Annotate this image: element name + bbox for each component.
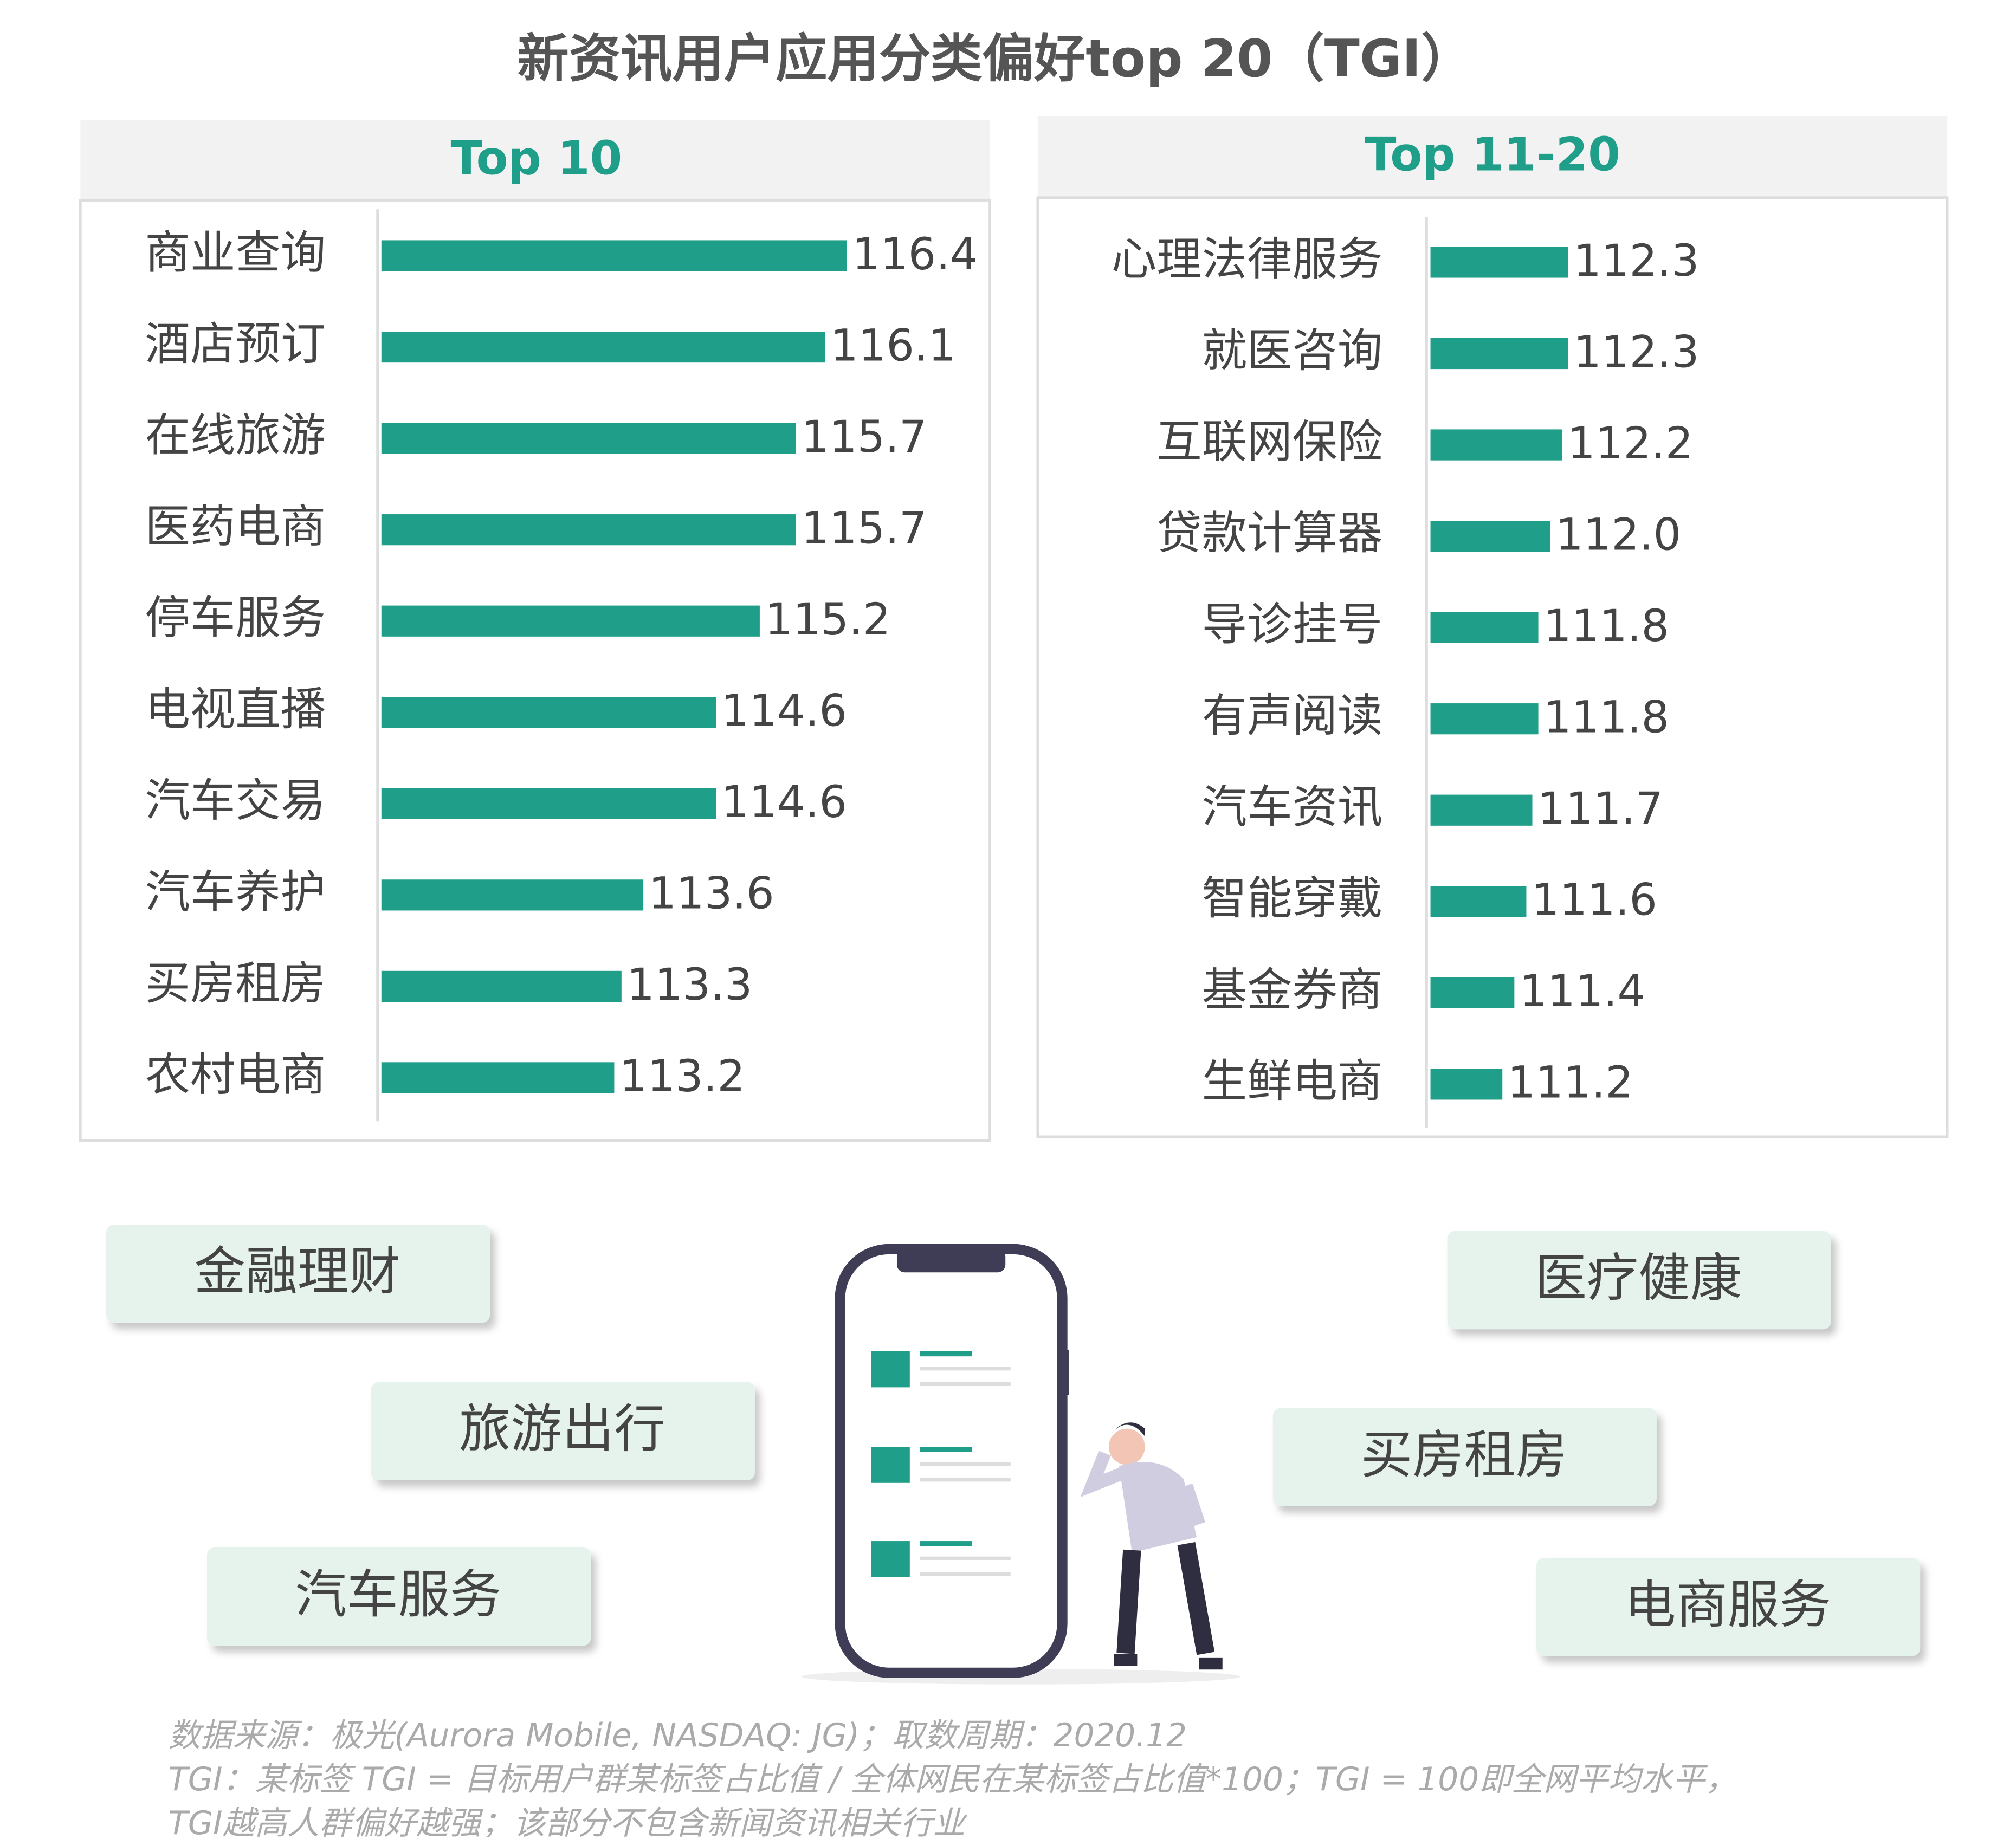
value-label: 111.2	[1508, 1058, 1633, 1109]
category-label: 农村电商	[145, 1048, 326, 1101]
category-label: 心理法律服务	[1112, 233, 1383, 286]
tag-box	[1447, 1231, 1831, 1330]
bar	[381, 697, 716, 728]
category-label: 有声阅读	[1202, 690, 1383, 742]
tag-label: 金融理财	[194, 1241, 400, 1301]
bar	[1430, 703, 1539, 735]
panel-title: Top 11-20	[1365, 127, 1620, 182]
bar	[381, 788, 716, 819]
value-label: 112.2	[1567, 418, 1693, 469]
value-label: 115.7	[802, 412, 927, 463]
category-label: 医药电商	[145, 501, 326, 553]
value-label: 111.6	[1532, 875, 1657, 926]
bar	[1430, 886, 1527, 917]
category-label: 汽车养护	[145, 866, 326, 918]
bar	[1430, 429, 1562, 461]
bar	[1430, 977, 1515, 1008]
value-label: 114.6	[721, 686, 847, 737]
category-label: 生鲜电商	[1202, 1055, 1383, 1108]
category-label: 就医咨询	[1202, 324, 1383, 377]
category-label: 电视直播	[145, 683, 326, 736]
value-label: 116.1	[830, 320, 956, 371]
value-label: 113.3	[626, 960, 752, 1011]
tag-label: 买房租房	[1361, 1425, 1567, 1485]
value-label: 113.2	[619, 1051, 745, 1102]
category-label: 智能穿戴	[1202, 872, 1383, 925]
tag-box	[371, 1382, 755, 1481]
tag-box	[206, 1547, 591, 1646]
tag-box	[106, 1225, 490, 1323]
category-label: 酒店预订	[145, 318, 326, 371]
bar	[381, 514, 797, 546]
footnote: 数据来源：极光(Aurora Mobile, NASDAQ: JG)；取数周期：…	[168, 1717, 1187, 1754]
category-label: 基金券商	[1202, 963, 1383, 1016]
category-label: 汽车交易	[145, 774, 326, 827]
value-label: 111.7	[1537, 783, 1663, 834]
bar	[381, 423, 797, 454]
bar	[1430, 338, 1568, 370]
value-label: 112.3	[1573, 327, 1699, 378]
bar	[381, 331, 825, 363]
category-label: 买房租房	[145, 957, 326, 1009]
value-label: 112.0	[1555, 509, 1681, 560]
bar	[381, 240, 848, 271]
category-label: 停车服务	[145, 592, 326, 644]
value-label: 111.4	[1520, 966, 1645, 1017]
value-label: 115.2	[765, 594, 890, 645]
tag-box	[1272, 1408, 1657, 1506]
value-label: 112.3	[1573, 236, 1699, 287]
panel-header	[80, 120, 990, 200]
bar	[1430, 1069, 1503, 1100]
value-label: 116.4	[852, 229, 978, 280]
value-label: 111.8	[1543, 692, 1669, 743]
footnote: TGI：某标签 TGI = 目标用户群某标签占比值 / 全体网民在某标签占比值*…	[168, 1761, 1737, 1798]
category-label: 贷款计算器	[1156, 507, 1382, 560]
category-label: 汽车资讯	[1202, 781, 1383, 833]
tag-label: 医疗健康	[1535, 1248, 1742, 1308]
phone-illustration	[801, 1244, 1241, 1685]
value-label: 115.7	[802, 503, 927, 554]
value-label: 114.6	[721, 777, 847, 828]
category-label: 商业查询	[145, 226, 326, 279]
panel-header	[1037, 116, 1948, 198]
page-title: 新资讯用户应用分类偏好top 20（TGI）	[517, 29, 1472, 89]
category-label: 导诊挂号	[1202, 598, 1383, 651]
tag-label: 汽车服务	[295, 1564, 501, 1624]
bar	[381, 605, 760, 637]
category-label: 在线旅游	[145, 409, 326, 462]
category-label: 互联网保险	[1156, 416, 1382, 468]
bar	[381, 970, 622, 1002]
bar	[381, 879, 644, 911]
panel-title: Top 10	[450, 131, 622, 185]
tag-label: 旅游出行	[459, 1399, 665, 1459]
bar	[1430, 612, 1539, 643]
value-label: 113.6	[649, 869, 774, 920]
footnote: TGI越高人群偏好越强；该部分不包含新闻资讯相关行业	[168, 1805, 967, 1837]
bar	[1430, 794, 1533, 826]
bar	[1430, 520, 1550, 552]
tag-label: 电商服务	[1624, 1575, 1831, 1635]
tag-box	[1536, 1558, 1921, 1656]
value-label: 111.8	[1543, 601, 1669, 652]
bar	[381, 1062, 615, 1093]
bar	[1430, 247, 1568, 278]
